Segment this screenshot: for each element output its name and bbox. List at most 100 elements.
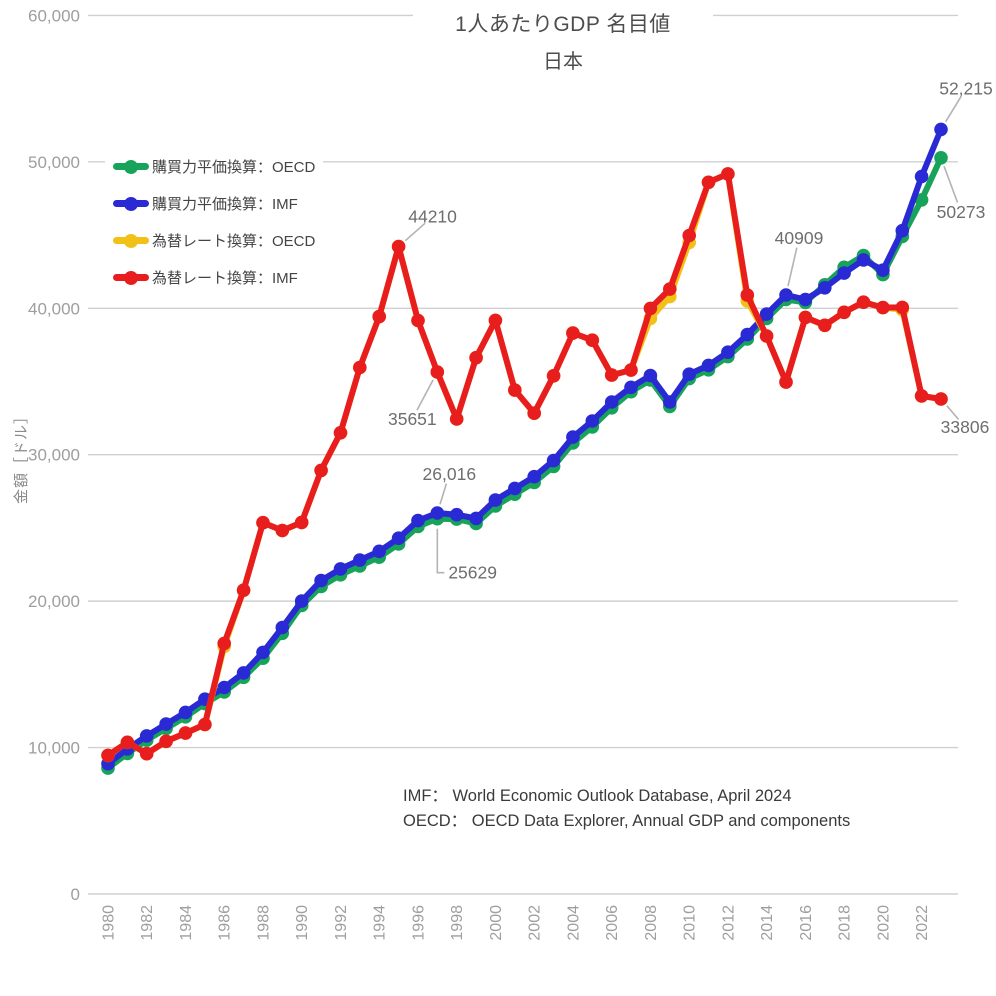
data-point-ppp-imf-1998 bbox=[449, 507, 464, 522]
source-line-imf: IMF： World Economic Outlook Database, Ap… bbox=[403, 787, 792, 805]
data-point-fx-imf-1987 bbox=[236, 583, 251, 597]
data-point-fx-imf-2019 bbox=[856, 295, 871, 310]
data-point-fx-imf-2004 bbox=[566, 326, 580, 340]
chart-subtitle: 日本 bbox=[543, 51, 583, 73]
x-tick-label: 1982 bbox=[139, 905, 156, 941]
data-point-fx-imf-1996 bbox=[411, 313, 425, 328]
annotation-label: 33806 bbox=[941, 417, 990, 437]
data-point-fx-imf-1985 bbox=[198, 717, 212, 732]
data-point-ppp-imf-1993 bbox=[353, 553, 367, 567]
legend-label-fx-oecd: 為替レート換算：OECD bbox=[152, 233, 316, 250]
data-point-fx-imf-2001 bbox=[508, 383, 522, 397]
x-tick-label: 2012 bbox=[720, 905, 737, 941]
data-point-ppp-imf-2021 bbox=[895, 223, 910, 238]
annotation-leader bbox=[945, 96, 962, 123]
x-tick-label: 2018 bbox=[837, 905, 854, 941]
data-point-ppp-imf-2010 bbox=[682, 367, 696, 382]
y-tick-labels: 0 10,000 20,000 30,000 40,000 50,000 60,000 bbox=[28, 6, 80, 904]
x-tick-label: 2008 bbox=[643, 905, 660, 941]
legend-label-fx-imf: 為替レート換算：IMF bbox=[152, 270, 298, 287]
annotation-leader bbox=[436, 528, 445, 574]
data-point-fx-imf-1993 bbox=[353, 360, 367, 375]
legend-item-fx-oecd: 為替レート換算：OECD bbox=[113, 222, 323, 259]
data-point-ppp-imf-2014 bbox=[759, 307, 774, 321]
annotation-label: 25629 bbox=[448, 563, 497, 583]
data-point-ppp-imf-2008 bbox=[643, 368, 658, 383]
data-point-fx-imf-1998 bbox=[449, 412, 464, 426]
x-tick-label: 2022 bbox=[914, 905, 931, 941]
annotation-leader bbox=[946, 405, 960, 420]
source-line-oecd: OECD： OECD Data Explorer, Annual GDP and… bbox=[403, 812, 851, 830]
data-point-fx-imf-1990 bbox=[294, 515, 309, 530]
data-point-fx-imf-2008 bbox=[643, 301, 658, 316]
data-point-fx-imf-2010 bbox=[682, 228, 696, 243]
data-point-ppp-imf-1990 bbox=[294, 594, 309, 608]
legend-marker-fx-imf-icon bbox=[113, 270, 149, 285]
annotation-label: 44210 bbox=[408, 207, 457, 227]
legend-item-fx-imf: 為替レート換算：IMF bbox=[113, 259, 323, 296]
y-tick-label: 40,000 bbox=[28, 299, 80, 318]
data-point-ppp-imf-1984 bbox=[178, 705, 193, 720]
data-point-ppp-imf-2012 bbox=[721, 345, 735, 360]
data-point-fx-imf-2000 bbox=[488, 313, 503, 328]
data-point-ppp-imf-2019 bbox=[856, 253, 871, 267]
annotation-leader bbox=[787, 247, 798, 287]
data-point-fx-imf-1992 bbox=[333, 426, 348, 440]
data-point-ppp-imf-1995 bbox=[391, 531, 406, 545]
y-tick-label: 30,000 bbox=[28, 446, 80, 465]
y-tick-label: 10,000 bbox=[28, 739, 80, 758]
x-tick-label: 2010 bbox=[682, 905, 699, 941]
x-tick-label: 2002 bbox=[527, 905, 544, 941]
legend-marker-fx-oecd-icon bbox=[113, 233, 149, 248]
data-point-ppp-imf-2002 bbox=[527, 469, 541, 484]
source-note: IMF： World Economic Outlook Database, Ap… bbox=[403, 784, 850, 834]
annotation-label: 50273 bbox=[937, 202, 986, 222]
data-point-ppp-imf-2004 bbox=[566, 430, 580, 444]
data-point-ppp-imf-1999 bbox=[469, 511, 483, 526]
data-point-fx-imf-2013 bbox=[740, 288, 755, 302]
data-point-ppp-imf-2007 bbox=[624, 380, 638, 395]
data-point-ppp-imf-1988 bbox=[256, 645, 270, 660]
data-point-fx-imf-2020 bbox=[876, 300, 890, 315]
data-point-fx-imf-1981 bbox=[120, 735, 135, 750]
data-point-ppp-imf-2009 bbox=[663, 395, 677, 409]
data-point-fx-imf-2023 bbox=[934, 392, 948, 406]
data-point-fx-imf-2021 bbox=[895, 300, 910, 315]
data-point-fx-imf-2016 bbox=[798, 310, 813, 325]
data-point-ppp-oecd-2022 bbox=[914, 193, 929, 207]
data-point-ppp-imf-2005 bbox=[585, 414, 600, 428]
data-point-fx-imf-1995 bbox=[391, 239, 406, 254]
data-point-fx-imf-1989 bbox=[275, 523, 290, 538]
data-point-ppp-imf-1994 bbox=[372, 544, 387, 559]
y-tick-label: 20,000 bbox=[28, 592, 80, 611]
annotation-label: 40909 bbox=[775, 228, 824, 248]
y-tick-label: 0 bbox=[71, 885, 80, 904]
data-point-fx-imf-2018 bbox=[837, 305, 851, 320]
data-point-ppp-imf-1989 bbox=[275, 620, 290, 635]
x-tick-label: 1986 bbox=[217, 905, 234, 941]
data-point-fx-imf-1991 bbox=[314, 463, 328, 478]
x-tick-label: 2020 bbox=[875, 905, 892, 941]
legend-marker-ppp-oecd-icon bbox=[113, 159, 149, 174]
data-point-fx-imf-1980 bbox=[101, 748, 115, 763]
data-point-fx-imf-2009 bbox=[663, 282, 677, 296]
x-tick-label: 2004 bbox=[565, 905, 582, 941]
data-point-fx-imf-1994 bbox=[372, 309, 387, 324]
data-point-fx-imf-2015 bbox=[779, 375, 793, 389]
x-tick-label: 2014 bbox=[759, 905, 776, 941]
series-fx-imf bbox=[101, 167, 948, 763]
data-point-fx-imf-1988 bbox=[256, 515, 270, 530]
data-point-ppp-imf-2017 bbox=[818, 281, 832, 295]
data-point-ppp-imf-1992 bbox=[333, 562, 348, 576]
annotations: 44210 35651 26,016 25629 40909 52,215 50273 338… bbox=[388, 78, 993, 582]
x-tick-label: 1998 bbox=[449, 905, 466, 941]
data-point-ppp-imf-1986 bbox=[217, 680, 231, 695]
annotation-leader bbox=[439, 483, 448, 505]
y-tick-label: 50,000 bbox=[28, 153, 80, 172]
data-point-fx-imf-2012 bbox=[721, 167, 735, 181]
chart-title: 1人あたりGDP 名目値 bbox=[455, 13, 671, 36]
legend-marker-ppp-imf-icon bbox=[113, 196, 149, 211]
data-point-fx-imf-2002 bbox=[527, 406, 541, 421]
annotation-leader bbox=[943, 166, 959, 203]
